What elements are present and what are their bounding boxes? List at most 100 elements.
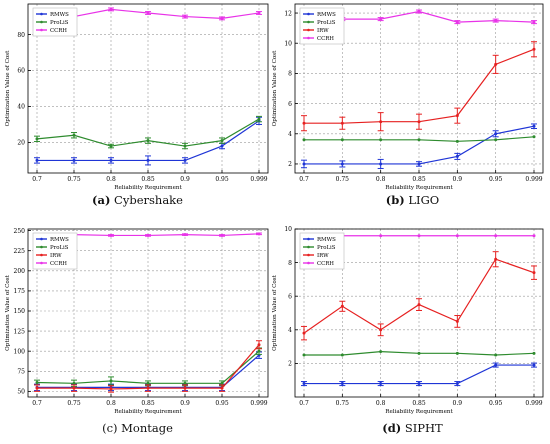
x-tick-label: 0.95 [489, 176, 503, 183]
data-point [302, 138, 306, 142]
legend-label: ProLiS [50, 245, 69, 251]
data-point [455, 20, 459, 24]
data-point [455, 319, 459, 323]
data-point [532, 234, 536, 238]
data-point [109, 144, 113, 148]
caption-sipht: (d) SIPHT [275, 421, 550, 435]
data-point [257, 117, 261, 121]
data-point [455, 234, 459, 238]
data-point [417, 303, 421, 307]
data-point [532, 363, 536, 367]
y-tick-label: 200 [14, 268, 26, 275]
data-point [183, 144, 187, 148]
x-axis-label: Reliability Requirement [114, 409, 182, 415]
data-point [146, 158, 150, 162]
series-irw [301, 41, 537, 132]
data-point [109, 233, 113, 237]
x-tick-label: 0.8 [106, 176, 116, 183]
legend-label: CCRH [317, 261, 334, 267]
data-point [146, 233, 150, 237]
x-axis-label: Reliability Requirement [114, 185, 182, 191]
data-point [340, 353, 344, 357]
legend-marker [40, 253, 43, 257]
data-point [417, 138, 421, 142]
chart-ligo: 2 4 6 8 10 12 0.7 0.75 0.8 0.85 0.9 0.95 0.999 Reliab… [272, 3, 544, 191]
x-tick-label: 0.75 [67, 400, 81, 407]
x-tick-label: 0.95 [215, 400, 229, 407]
legend-marker [307, 28, 310, 32]
x-tick-label: 0.75 [336, 176, 350, 183]
data-point [183, 386, 187, 390]
data-point [35, 386, 39, 390]
chart-sipht: 2 4 6 8 10 0.7 0.75 0.8 0.85 0.9 0.95 0.999 Reliabil… [272, 226, 544, 415]
data-point [340, 121, 344, 125]
data-point [340, 382, 344, 386]
data-point [302, 162, 306, 166]
data-point [72, 386, 76, 390]
legend-label: ProLiS [317, 20, 336, 26]
legend-label: IRW [317, 253, 329, 259]
data-point [455, 351, 459, 355]
legend-label: IRW [50, 253, 62, 259]
y-tick-label: 20 [17, 140, 25, 147]
x-tick-label: 0.75 [67, 176, 81, 183]
legend-marker [40, 12, 43, 16]
data-point [220, 144, 224, 148]
data-point [302, 331, 306, 335]
data-point [379, 328, 383, 332]
legend-marker [307, 261, 310, 265]
legend-label: CCRH [317, 36, 334, 42]
x-tick-label: 0.8 [376, 176, 386, 183]
x-tick-label: 0.95 [215, 176, 229, 183]
data-point [146, 381, 150, 385]
data-point [183, 15, 187, 19]
y-axis-label: Optimization Value of Cost [272, 50, 278, 126]
y-tick-label: 60 [17, 68, 25, 75]
y-tick-label: 250 [14, 228, 26, 235]
caption-cybershake: (a) Cybershake [0, 193, 275, 207]
data-point [109, 7, 113, 11]
y-tick-label: 8 [288, 260, 292, 267]
legend-marker [40, 237, 43, 241]
data-point [146, 11, 150, 15]
x-tick-label: 0.85 [141, 176, 155, 183]
data-point [494, 19, 498, 23]
data-point [379, 138, 383, 142]
legend: RMWS ProLiS IRW CCRH [32, 232, 78, 270]
y-tick-label: 2 [288, 361, 292, 368]
caption-ligo: (b) LIGO [275, 193, 550, 207]
y-tick-label: 4 [288, 327, 292, 334]
data-point [494, 353, 498, 357]
data-point [146, 386, 150, 390]
legend-marker [40, 261, 43, 265]
legend-label: RMWS [317, 12, 336, 18]
data-point [494, 138, 498, 142]
x-tick-label: 0.85 [141, 400, 155, 407]
data-point [109, 379, 113, 383]
caption-letter: (b) [385, 193, 405, 207]
legend-label: ProLiS [317, 245, 336, 251]
y-tick-label: 10 [284, 226, 292, 233]
x-tick-label: 0.7 [32, 176, 42, 183]
data-point [72, 133, 76, 137]
chart-cybershake: 20 40 60 80 0.7 0.75 0.8 0.85 0.9 0.95 0.999 Reliab… [5, 3, 269, 191]
caption-text: Cybershake [114, 193, 183, 207]
legend-marker [307, 12, 310, 16]
y-tick-label: 80 [17, 32, 25, 39]
data-point [417, 234, 421, 238]
data-point [417, 351, 421, 355]
caption-text: LIGO [408, 193, 440, 207]
x-tick-label: 0.95 [489, 400, 503, 407]
data-point [494, 257, 498, 261]
x-axis-label: Reliability Requirement [385, 409, 453, 415]
grid [295, 4, 543, 173]
legend-label: RMWS [50, 12, 69, 18]
y-tick-label: 12 [284, 10, 292, 17]
legend-marker [40, 245, 43, 249]
y-tick-label: 100 [14, 348, 26, 355]
data-point [220, 16, 224, 20]
data-point [379, 17, 383, 21]
legend-marker [307, 245, 310, 249]
series-rmws [301, 123, 537, 169]
